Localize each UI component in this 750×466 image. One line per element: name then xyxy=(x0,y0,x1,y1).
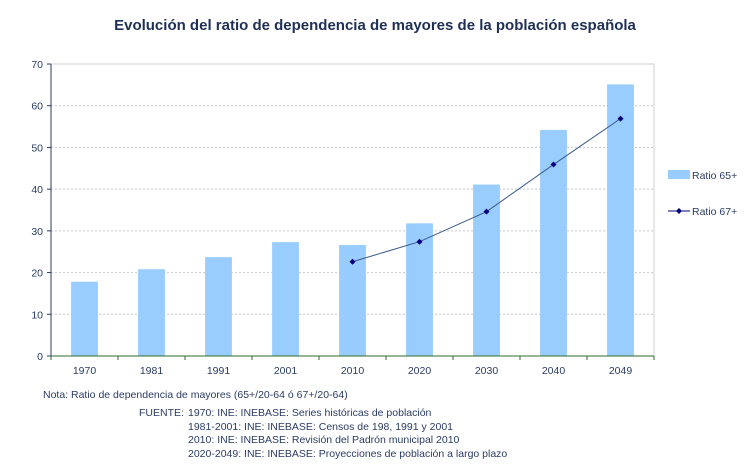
bar-ratio-65-2001 xyxy=(272,242,299,356)
bar-ratio-65-2020 xyxy=(406,223,433,356)
y-tick-label: 0 xyxy=(37,351,43,363)
bar-ratio-65-2049 xyxy=(607,84,634,356)
point-ratio-67-2040 xyxy=(550,161,557,168)
chart-title: Evolución del ratio de dependencia de ma… xyxy=(114,17,636,34)
legend-label-ratio-67: Ratio 67+ xyxy=(692,206,737,218)
source-line: 1981-2001: INE: INEBASE: Censos de 198, … xyxy=(188,421,453,433)
source-line: 2020-2049: INE: INEBASE: Proyecciones de… xyxy=(188,448,507,460)
x-tick-label: 2040 xyxy=(542,365,566,377)
source-line: 1970: INE: INEBASE: Series históricas de… xyxy=(188,407,432,419)
y-tick-label: 20 xyxy=(31,268,43,280)
x-tick-label: 1970 xyxy=(73,365,97,377)
bar-ratio-65-1970 xyxy=(71,281,98,356)
legend-swatch-ratio-65 xyxy=(668,170,690,179)
x-tick-label: 2010 xyxy=(341,365,365,377)
y-tick-label: 10 xyxy=(31,309,43,321)
y-tick-label: 40 xyxy=(31,184,43,196)
point-ratio-67-2049 xyxy=(617,115,624,122)
x-tick-label: 2030 xyxy=(475,365,499,377)
legend-label-ratio-65: Ratio 65+ xyxy=(692,170,737,182)
source-line: 2010: INE: INEBASE: Revisión del Padrón … xyxy=(188,434,460,446)
bar-ratio-65-1991 xyxy=(205,257,232,356)
x-tick-label: 2001 xyxy=(274,365,298,377)
y-tick-label: 60 xyxy=(31,101,43,113)
notes: Nota: Ratio de dependencia de mayores (6… xyxy=(43,389,507,460)
legend: Ratio 65+ Ratio 67+ xyxy=(668,170,737,218)
point-ratio-67-2010 xyxy=(349,258,356,265)
y-tick-label: 50 xyxy=(31,142,43,154)
x-tick-label: 1991 xyxy=(207,365,231,377)
point-ratio-67-2030 xyxy=(483,208,490,215)
point-ratio-67-2020 xyxy=(416,238,423,245)
x-tick-label: 2049 xyxy=(609,365,633,377)
note-text: Nota: Ratio de dependencia de mayores (6… xyxy=(43,389,348,401)
x-tick-label: 1981 xyxy=(140,365,164,377)
source-label: FUENTE: xyxy=(139,407,184,419)
bar-ratio-65-2040 xyxy=(540,129,567,356)
y-tick-label: 70 xyxy=(31,59,43,71)
bar-ratio-65-1981 xyxy=(138,269,165,356)
y-tick-label: 30 xyxy=(31,226,43,238)
legend-marker-ratio-67 xyxy=(676,208,682,214)
x-tick-label: 2020 xyxy=(408,365,432,377)
